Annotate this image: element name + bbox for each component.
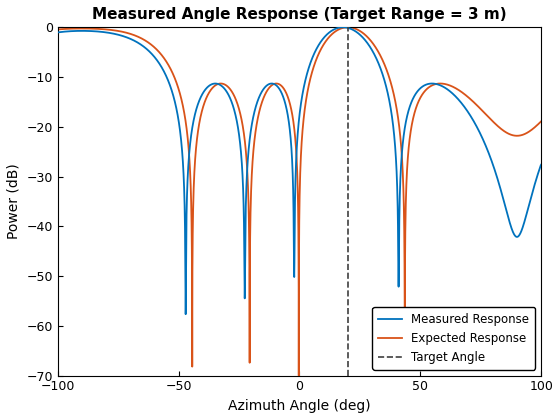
Measured Response bbox=[339, 25, 346, 30]
Measured Response bbox=[183, 312, 189, 317]
Measured Response bbox=[538, 162, 544, 167]
Expected Response bbox=[54, 27, 61, 32]
Measured Response bbox=[416, 87, 422, 92]
X-axis label: Azimuth Angle (deg): Azimuth Angle (deg) bbox=[228, 399, 371, 413]
Line: Expected Response: Expected Response bbox=[58, 27, 541, 375]
Line: Measured Response: Measured Response bbox=[58, 27, 541, 314]
Measured Response bbox=[452, 94, 459, 99]
Measured Response bbox=[344, 25, 351, 30]
Measured Response bbox=[142, 46, 149, 51]
Y-axis label: Power (dB): Power (dB) bbox=[7, 163, 21, 239]
Expected Response bbox=[344, 25, 351, 30]
Measured Response bbox=[239, 174, 246, 179]
Expected Response bbox=[344, 25, 351, 30]
Expected Response bbox=[142, 38, 149, 43]
Target Angle bbox=[344, 20, 351, 25]
Expected Response bbox=[538, 119, 544, 124]
Measured Response bbox=[369, 48, 376, 53]
Legend: Measured Response, Expected Response, Target Angle: Measured Response, Expected Response, Ta… bbox=[372, 307, 535, 370]
Expected Response bbox=[416, 99, 422, 104]
Measured Response bbox=[54, 30, 61, 35]
Expected Response bbox=[239, 122, 246, 127]
Title: Measured Angle Response (Target Range = 3 m): Measured Angle Response (Target Range = … bbox=[92, 7, 507, 22]
Expected Response bbox=[452, 86, 459, 91]
Expected Response bbox=[296, 373, 302, 378]
Expected Response bbox=[369, 40, 376, 45]
Target Angle bbox=[344, 25, 351, 30]
